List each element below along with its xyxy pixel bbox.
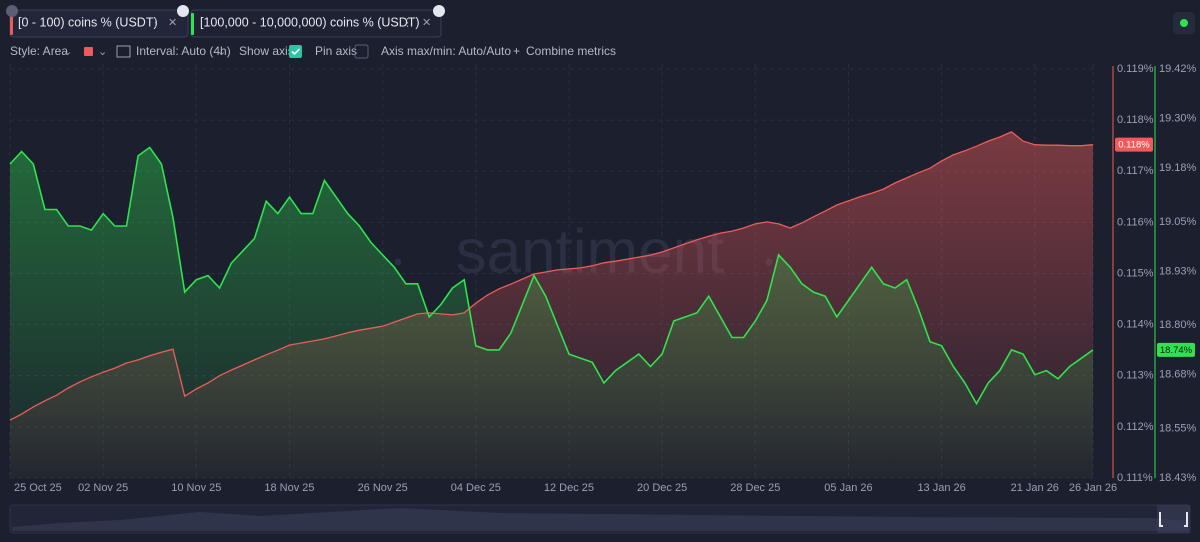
last-value-badge [1157,342,1195,357]
series-color [10,13,13,35]
plus-icon: + [513,44,520,58]
metric-tab[interactable]: [0 - 100) coins % (USDT) ⋮ ✕ [6,5,189,38]
lock-icon [6,5,18,17]
y-tick-label: 0.118% [1117,114,1154,126]
x-tick-label: 13 Jan 26 [917,482,965,494]
show-axis-checkbox[interactable] [289,45,302,58]
watermark-dot [394,258,402,266]
x-tick-label: 10 Nov 25 [171,482,221,494]
interval-selector[interactable]: Interval: Auto (4h) [136,44,231,58]
y2-tick-label: 18.43% [1159,472,1197,484]
legend-entry: [100,000 - 10,000,000) coins % (USDT) [200,15,420,29]
show-axis-label: Show axis [239,44,294,58]
close-icon[interactable]: ✕ [422,17,431,29]
y2-tick-label: 18.55% [1159,422,1197,434]
last-value-label: 0.118% [1118,140,1150,151]
x-tick-label: 21 Jan 26 [1011,482,1059,494]
x-tick-label: 04 Dec 25 [451,482,501,494]
pin-axis-label: Pin axis [315,44,357,58]
x-tick-label: 02 Nov 25 [78,482,128,494]
y2-tick-label: 19.42% [1159,63,1197,75]
chevron: ⌄ [217,46,226,58]
menu-icon[interactable]: ⋮ [402,17,413,29]
y-tick-label: 0.111% [1117,472,1153,484]
y-tick-label: 0.115% [1117,267,1154,279]
y2-tick-label: 19.18% [1159,162,1197,174]
y-tick-label: 0.119% [1117,63,1154,75]
chevron: ⌄ [98,46,107,58]
x-tick-label: 18 Nov 25 [264,482,314,494]
y-tick-label: 0.117% [1117,165,1154,177]
x-tick-label: 28 Dec 25 [730,482,780,494]
menu-icon[interactable]: ⋮ [150,17,161,29]
x-tick-label: 26 Jan 26 [1069,482,1117,494]
axis-maxmin-selector[interactable]: Axis max/min: Auto/Auto [381,44,511,58]
last-value-badge [1115,137,1153,152]
combine-metrics[interactable]: Combine metrics [526,44,616,58]
status-dot [1180,19,1188,27]
last-value-label: 18.74% [1160,345,1193,356]
x-tick-label: 26 Nov 25 [358,482,408,494]
close-icon[interactable]: ✕ [168,17,177,29]
pin-axis-checkbox[interactable] [354,44,369,59]
check-mark [291,48,301,56]
y-tick-label: 0.112% [1117,421,1154,433]
y2-tick-label: 18.93% [1159,265,1197,277]
y-tick-label: 0.113% [1117,370,1154,382]
line [9,146,1094,406]
line [9,131,1094,421]
metric-tab[interactable]: [100,000 - 10,000,000) coins % (USDT) ⋮ … [190,9,442,38]
x-tick-label: 12 Dec 25 [544,482,594,494]
navigator-handles[interactable] [1159,512,1188,527]
y-tick-label: 0.114% [1117,319,1154,331]
y2-tick-label: 18.80% [1159,319,1197,331]
navigator-preview [12,508,1188,531]
y2-tick-label: 19.30% [1159,112,1197,124]
legend-entry: [0 - 100) coins % (USDT) [18,15,158,29]
drag-icon[interactable] [433,5,445,17]
y2-tick-label: 19.05% [1159,216,1197,228]
navigator-selection[interactable] [1157,505,1190,533]
color-selector[interactable] [84,47,93,56]
style-selector[interactable]: Style: Area [10,44,68,58]
interval-icon [116,45,131,58]
y2-tick-label: 18.68% [1159,369,1197,381]
series-color [191,13,194,35]
plot-area: 25 Oct 25 02 Nov 25 10 Nov 25 18 Nov 25 26 N… [9,63,1197,494]
x-tick-label: 05 Jan 26 [824,482,872,494]
chevron: ⌄ [63,46,72,58]
y-tick-label: 0.116% [1117,216,1154,228]
x-tick-label: 25 Oct 25 [14,482,62,494]
x-tick-label: 20 Dec 25 [637,482,687,494]
drag-icon[interactable] [177,5,189,17]
